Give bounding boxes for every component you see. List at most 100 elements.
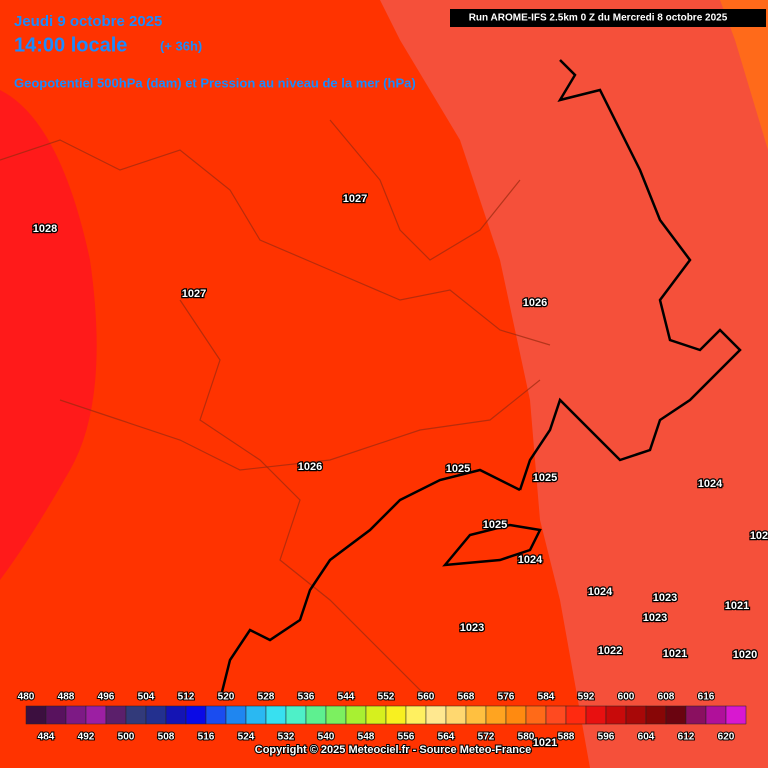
legend-swatch [625,705,647,725]
legend-swatch [725,705,747,725]
legend-label: 560 [418,692,435,703]
legend-label: 492 [78,732,95,743]
isobar-label: 1023 [643,612,667,624]
isobar-label: 1025 [533,472,557,484]
legend-label: 536 [298,692,315,703]
isobar-label: 1021 [663,648,687,660]
border [329,119,521,261]
isobar-labels: 1027 1028 1027 1026 1026 1025 1025 1024 … [32,192,768,751]
legend-label: 488 [58,692,75,703]
legend-label: 540 [318,732,335,743]
isobar-label: 1027 [343,193,367,205]
date: Jeudi 9 octobre 2025 [14,13,162,30]
legend-swatch [605,705,627,725]
legend-swatch [585,705,607,725]
isobar-label: 1026 [298,461,322,473]
legend-swatch [145,705,167,725]
run-info: Run AROME-IFS 2.5km 0 Z du Mercredi 8 oc… [469,13,728,24]
isobar-label: 1024 [698,478,723,490]
legend-label: 520 [218,692,235,703]
legend-label: 572 [478,732,495,743]
legend-label: 508 [158,732,175,743]
isobar-label: 1024 [518,554,543,566]
isobar-label: 1023 [460,622,484,634]
legend-label: 484 [38,732,55,743]
legend-label: 564 [438,732,455,743]
legend-label: 596 [598,732,615,743]
isobar-label: 102 [750,530,768,542]
legend-swatch [525,705,547,725]
legend-swatch [285,705,307,725]
isobar-label: 1027 [182,288,206,300]
legend-swatch [325,705,347,725]
legend-label: 556 [398,732,415,743]
legend-swatch [225,705,247,725]
lead-time: (+ 36h) [160,38,202,53]
time: 14:00 locale [14,34,127,56]
border [179,299,431,701]
legend-label: 588 [558,732,575,743]
legend-label: 600 [618,692,635,703]
legend-swatch [185,705,207,725]
legend-label: 616 [698,692,715,703]
legend-label: 504 [138,692,155,703]
isobar-label: 1022 [598,645,622,657]
legend-label: 576 [498,692,515,703]
legend-swatch [445,705,467,725]
legend-swatch [265,705,287,725]
legend-swatch [685,705,707,725]
legend-swatch [485,705,507,725]
field-east [380,0,768,768]
coastline [218,468,521,701]
legend-label: 512 [178,692,195,703]
legend-label: 548 [358,732,375,743]
legend-label: 604 [638,732,655,743]
legend-label: 500 [118,732,135,743]
legend-label: 612 [678,732,695,743]
run-box [450,9,766,27]
isobar-label: 1020 [733,649,757,661]
legend-label: 592 [578,692,595,703]
copyright: Copyright © 2025 Meteociel.fr - Source M… [255,744,531,756]
legend-swatch [165,705,187,725]
legend-label: 584 [538,692,555,703]
field-west [0,90,97,580]
legend-swatch [565,705,587,725]
subtitle: Geopotentiel 500hPa (dam) et Pression au… [14,75,416,90]
legend-swatch [345,705,367,725]
legend-label: 516 [198,732,215,743]
legend-swatch [665,705,687,725]
legend-label: 608 [658,692,675,703]
legend-swatch [705,705,727,725]
isobar-label: 1025 [483,519,507,531]
legend-label: 544 [338,692,355,703]
legend-swatch [245,705,267,725]
legend-swatch [385,705,407,725]
border [59,379,541,471]
legend-swatch [425,705,447,725]
isobar-label: 1023 [653,592,677,604]
legend-label: 620 [718,732,735,743]
legend-swatch [405,705,427,725]
legend-label: 580 [518,732,535,743]
legend-label: 524 [238,732,255,743]
legend-swatch [125,705,147,725]
legend-swatch [85,705,107,725]
legend-swatch [105,705,127,725]
legend-label: 496 [98,692,115,703]
legend-swatch [45,705,67,725]
isobar-label: 1021 [533,737,557,749]
border [0,139,551,346]
legend-swatch [365,705,387,725]
legend-swatch [545,705,567,725]
legend-swatch [505,705,527,725]
legend-swatch [25,705,47,725]
legend-swatch [645,705,667,725]
legend-label: 528 [258,692,275,703]
isobar-label: 1024 [588,586,613,598]
legend-swatch [205,705,227,725]
legend-swatch [65,705,87,725]
field-corner [720,0,768,150]
isobar-label: 1025 [446,463,470,475]
